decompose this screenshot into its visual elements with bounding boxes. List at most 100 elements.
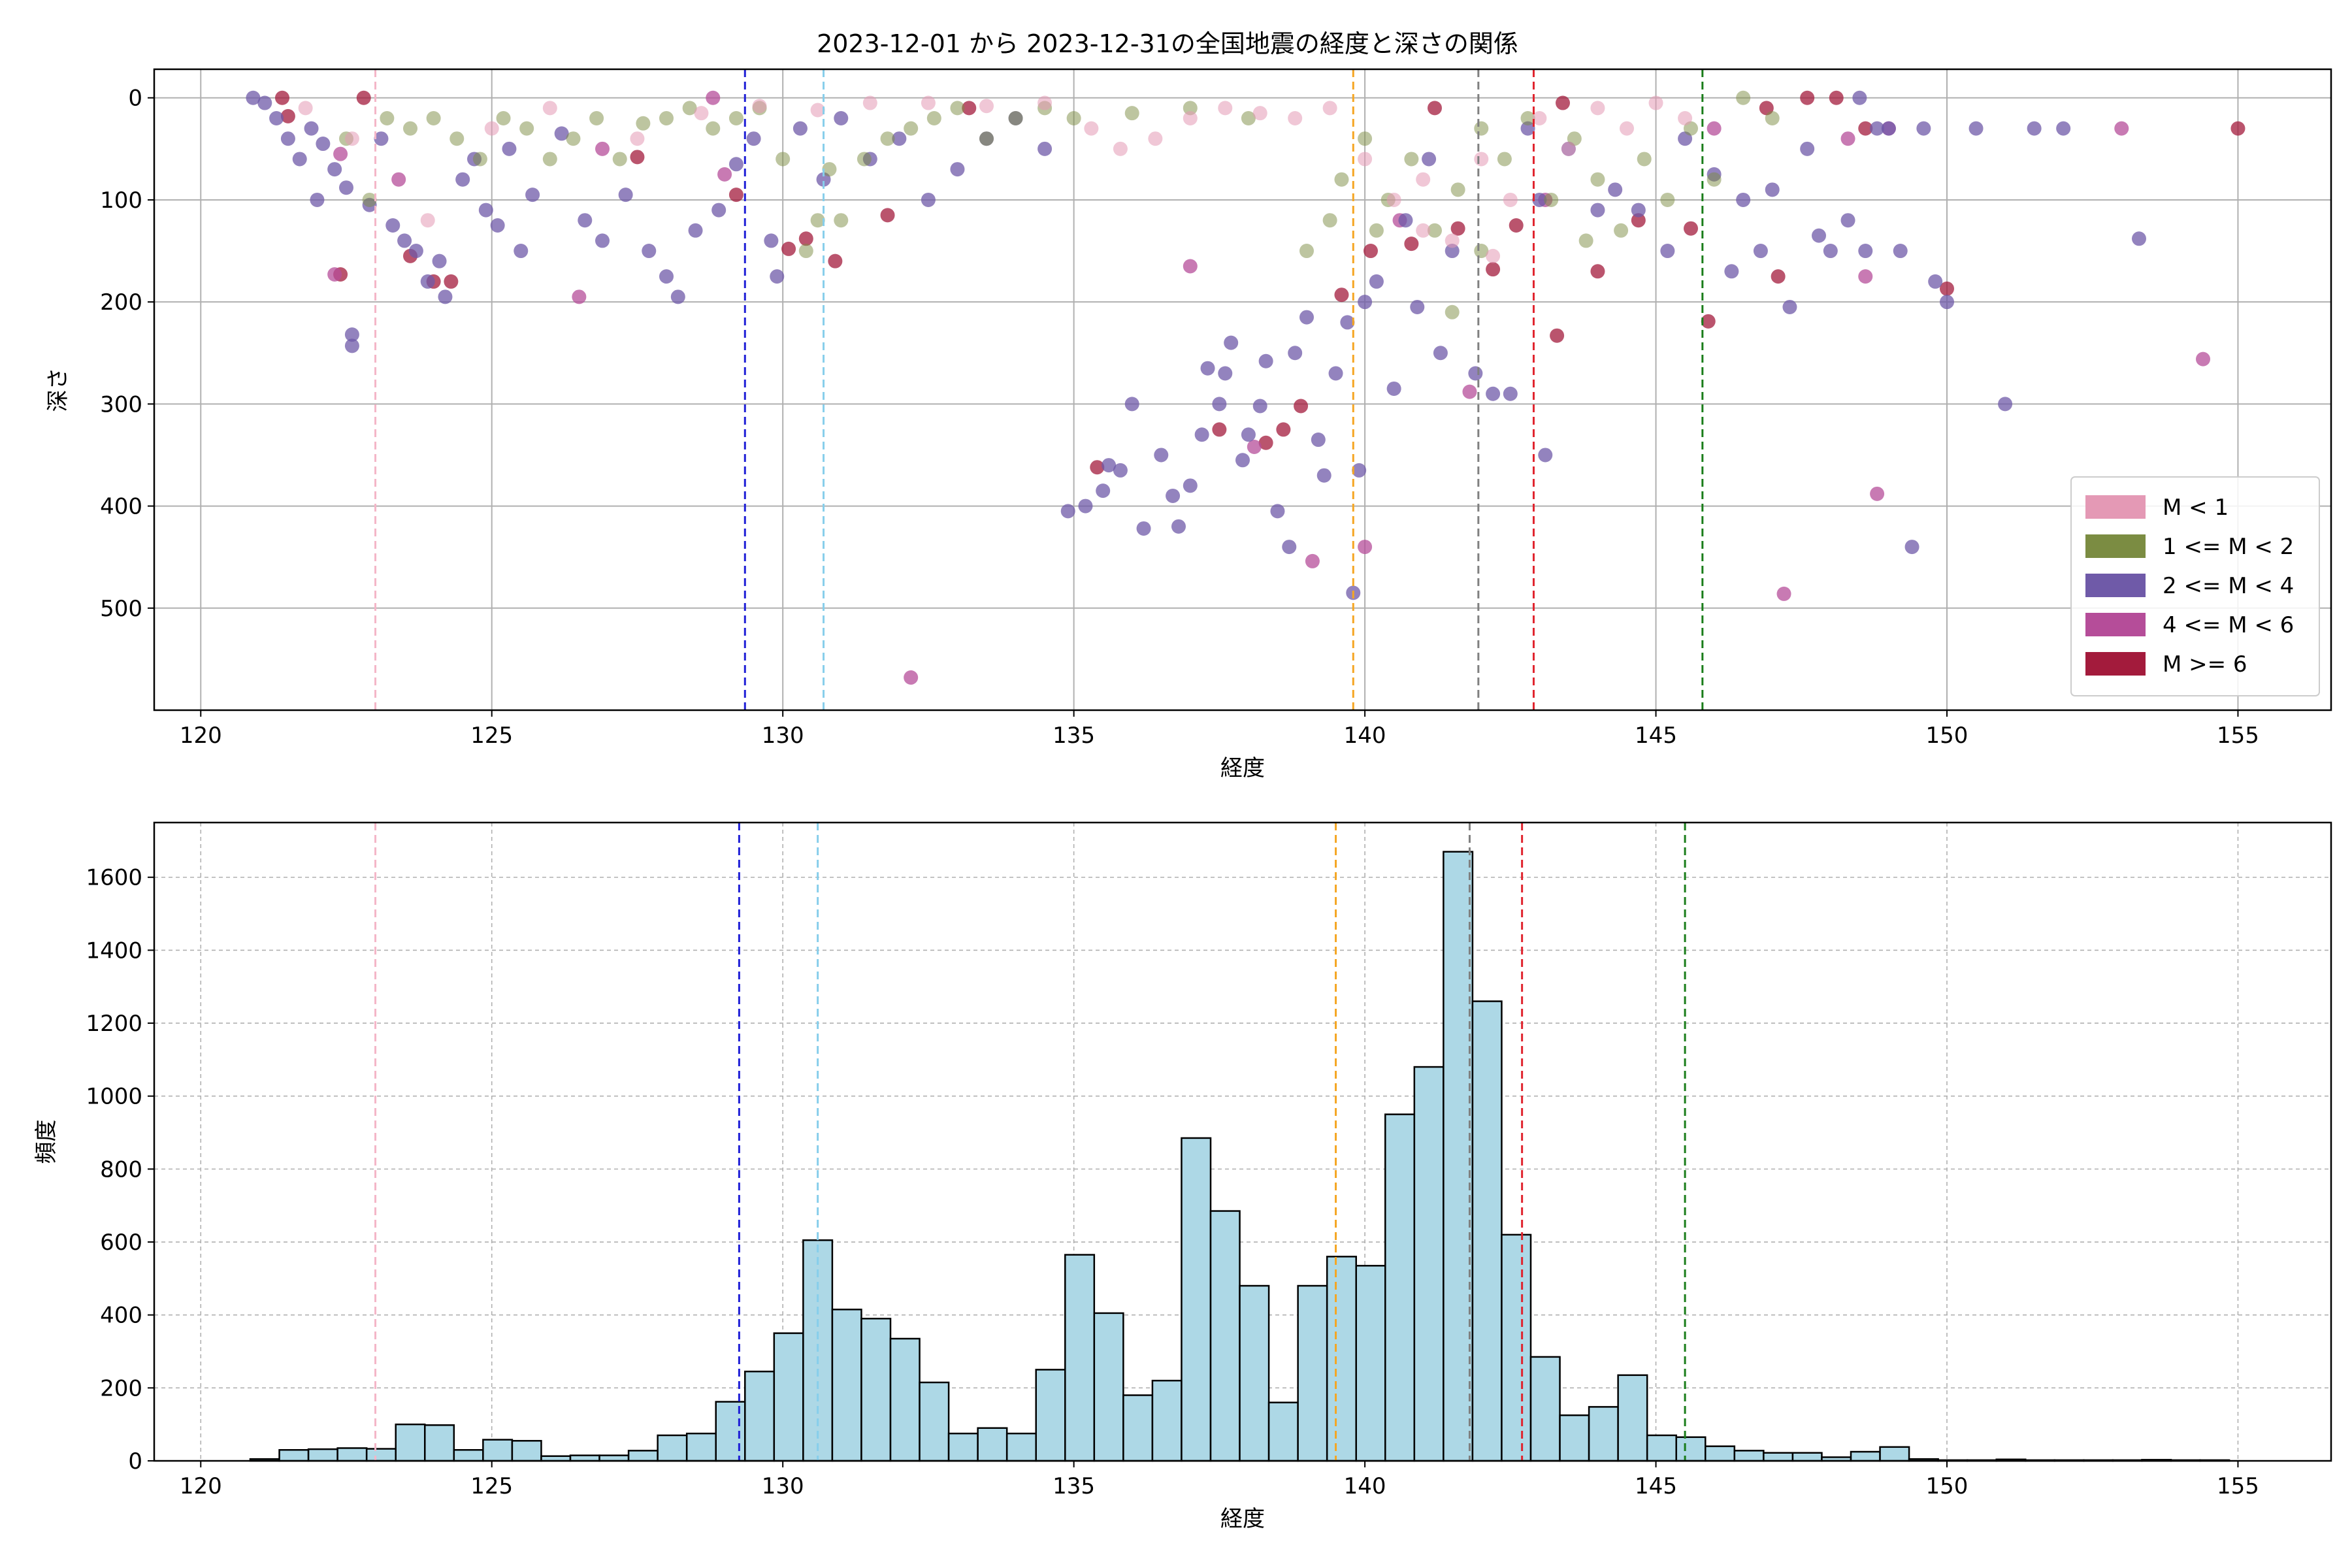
scatter-point — [472, 152, 487, 167]
histogram-bar — [977, 1427, 1008, 1462]
scatter-point — [1352, 463, 1367, 478]
scatter-point — [1294, 399, 1309, 414]
scatter-point — [292, 152, 307, 167]
scatter-point — [1218, 366, 1233, 381]
scatter-point — [298, 101, 313, 116]
scatter-point — [1008, 110, 1023, 125]
scatter-point — [1194, 427, 1209, 442]
scatter-point — [1724, 264, 1739, 279]
scatter-point — [1311, 433, 1326, 448]
scatter-point — [1556, 95, 1570, 110]
legend-label: M >= 6 — [2163, 651, 2247, 678]
scatter-point — [792, 121, 808, 136]
scatter-point — [1550, 328, 1565, 343]
y-tick-label: 800 — [100, 1156, 142, 1183]
scatter-point — [642, 244, 657, 259]
scatter-point — [1736, 192, 1751, 207]
scatter-point — [670, 289, 685, 304]
scatter-point — [1166, 488, 1181, 503]
y-tick-label: 400 — [100, 1303, 142, 1329]
scatter-point — [798, 231, 813, 246]
y-axis-label: 深さ — [45, 368, 71, 412]
scatter-point — [1968, 121, 1984, 136]
y-tick-label: 1600 — [86, 865, 142, 891]
scatter-point — [1800, 141, 1815, 156]
legend-label: 4 <= M < 6 — [2163, 612, 2294, 638]
x-tick-label: 150 — [1926, 1473, 1968, 1499]
scatter-point — [1707, 172, 1722, 187]
scatter-point — [1364, 244, 1378, 259]
scatter-point — [1416, 172, 1431, 187]
scatter-point — [310, 192, 325, 207]
scatter-point — [327, 162, 342, 177]
histogram-bar — [569, 1454, 600, 1462]
scatter-point — [1765, 182, 1780, 197]
scatter-point — [1590, 264, 1605, 279]
scatter-point — [362, 192, 377, 207]
histogram-bar — [685, 1432, 717, 1462]
scatter-panel: 120 125 130 135 140 145 150 155 0 100 200 300 400 500… — [45, 68, 2332, 781]
scatter-point — [880, 131, 895, 146]
scatter-point — [1096, 483, 1111, 498]
scatter-point — [257, 95, 272, 110]
scatter-point — [1124, 106, 1139, 121]
scatter-point — [2114, 121, 2129, 136]
scatter-point — [1422, 152, 1437, 167]
scatter-point — [688, 223, 703, 238]
scatter-point — [752, 99, 767, 114]
scatter-point — [280, 108, 295, 123]
x-tick-label: 120 — [180, 723, 222, 749]
scatter-point — [728, 157, 743, 172]
scatter-point — [2196, 351, 2210, 367]
scatter-point — [1113, 463, 1128, 478]
histogram-bar — [1588, 1406, 1619, 1462]
scatter-point — [1840, 213, 1855, 228]
histogram-bar — [482, 1439, 514, 1462]
scatter-point — [1276, 422, 1291, 437]
scatter-point — [1386, 381, 1401, 396]
scatter-point — [1270, 504, 1285, 519]
histogram-bar — [1181, 1137, 1212, 1462]
scatter-point — [304, 121, 319, 136]
scatter-point — [1561, 141, 1576, 156]
scatter-point — [385, 218, 400, 233]
scatter-point — [892, 131, 907, 146]
scatter-point — [1707, 121, 1722, 136]
scatter-point — [770, 269, 785, 284]
scatter-point — [1916, 121, 1931, 136]
scatter-point — [764, 233, 779, 248]
scatter-point — [438, 289, 453, 304]
scatter-point — [1486, 262, 1501, 277]
scatter-point — [921, 95, 936, 110]
scatter-point — [1648, 95, 1663, 110]
scatter-point — [496, 110, 511, 125]
scatter-point — [1358, 540, 1373, 555]
scatter-point — [432, 253, 447, 269]
scatter-point — [1590, 101, 1605, 116]
scatter-point — [1858, 244, 1873, 259]
scatter-point — [1258, 435, 1273, 450]
histogram-bar — [1879, 1446, 1910, 1462]
scatter-point — [706, 121, 721, 136]
scatter-point — [1358, 131, 1373, 146]
scatter-point — [269, 110, 284, 125]
y-tick-label: 400 — [100, 494, 142, 520]
scatter-point — [1334, 172, 1349, 187]
scatter-point — [1136, 521, 1151, 536]
scatter-point — [455, 172, 470, 187]
histogram-bar — [365, 1448, 397, 1462]
histogram-bar — [860, 1318, 892, 1462]
histogram-bar — [453, 1449, 484, 1462]
scatter-point — [711, 203, 727, 218]
histogram-bar — [1443, 851, 1474, 1462]
scatter-point — [1509, 218, 1524, 233]
scatter-point — [1928, 274, 1943, 289]
scatter-point — [1124, 397, 1139, 412]
histogram-bar — [1326, 1256, 1357, 1462]
scatter-point — [1113, 141, 1128, 156]
scatter-point — [1578, 233, 1593, 248]
scatter-point — [1474, 121, 1489, 136]
scatter-point — [1503, 192, 1518, 207]
scatter-point — [1870, 121, 1885, 136]
scatter-point — [612, 152, 627, 167]
